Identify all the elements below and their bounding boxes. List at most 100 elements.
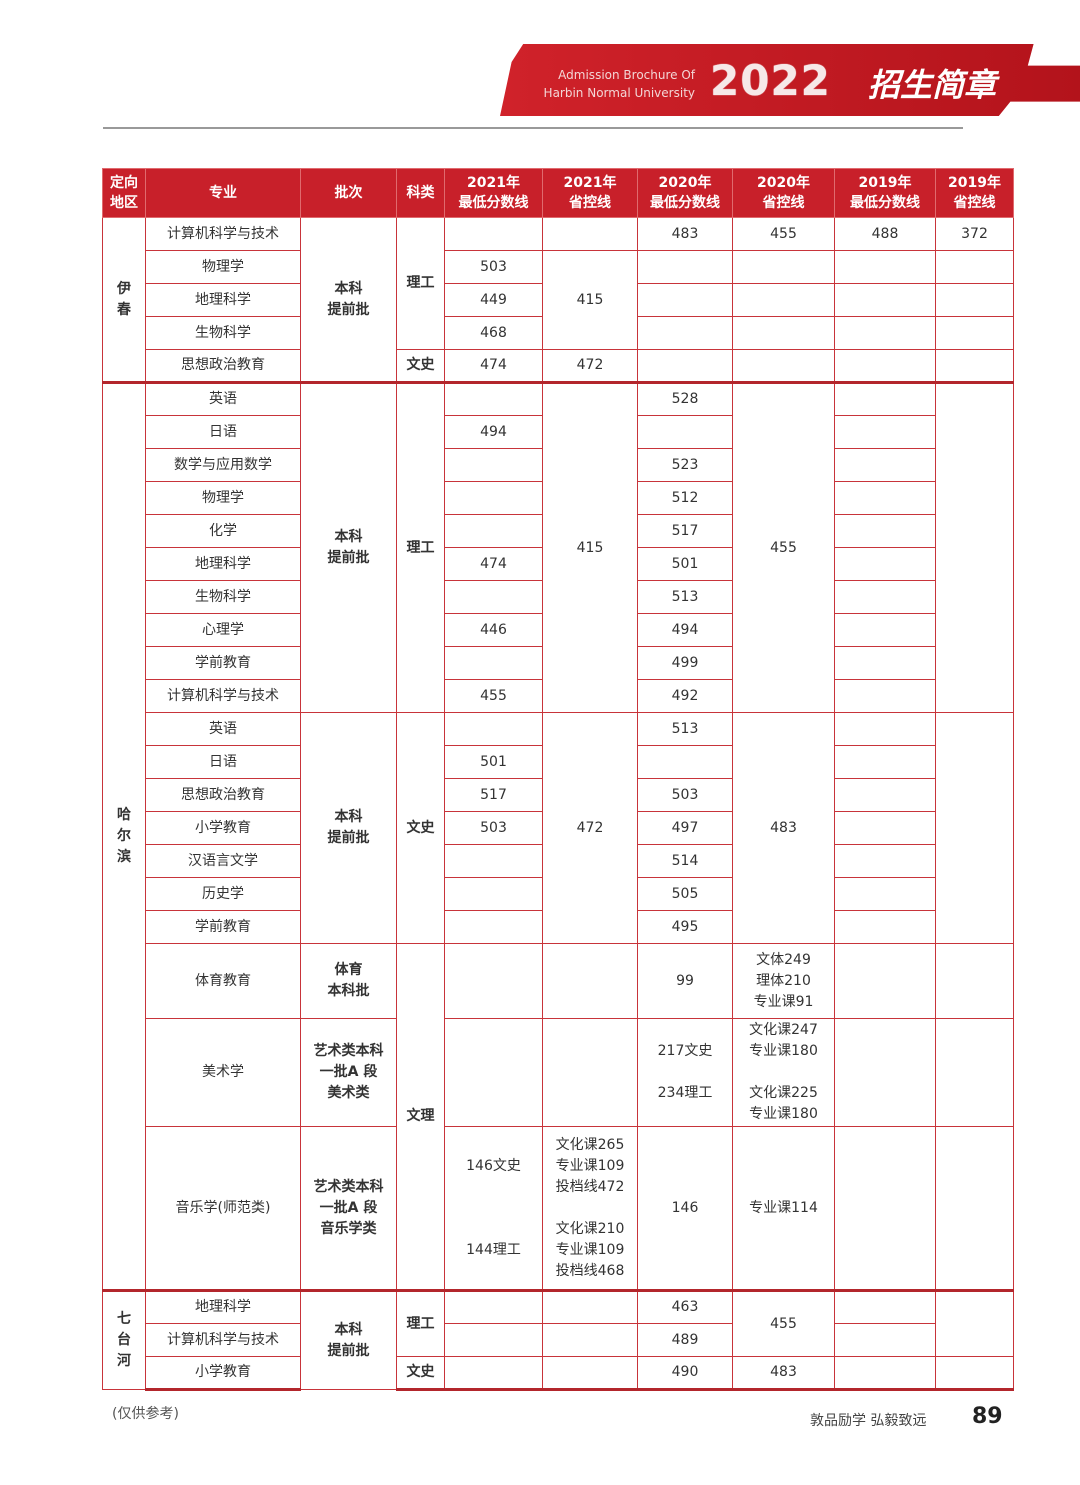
- ctrl2020-cell: 483: [732, 712, 835, 944]
- page-number: 89: [972, 1404, 1003, 1429]
- ctrl2020-cell: 专业课114: [732, 1126, 835, 1291]
- min2019-cell: [834, 844, 936, 878]
- min2019-cell: [834, 1323, 936, 1357]
- min2021-cell: 455: [444, 679, 543, 713]
- table-row: 生物科学 468: [103, 316, 1014, 350]
- min2020-cell: 217文史 234理工: [637, 1018, 733, 1127]
- min2021-cell: [444, 910, 543, 944]
- table-row: 美术学 艺术类本科 一批A 段 美术类 217文史 234理工 文化课247 专…: [103, 1018, 1014, 1127]
- category-cell: 文史: [396, 1356, 445, 1391]
- major-cell: 体育教育: [145, 943, 301, 1019]
- ctrl2019-cell: [935, 1289, 1014, 1357]
- min2019-cell: [834, 514, 936, 548]
- min2019-cell: [834, 481, 936, 515]
- min2021-cell: [444, 1323, 543, 1357]
- ctrl2020-cell: 文化课247 专业课180 文化课225 专业课180: [732, 1018, 835, 1127]
- min2021-cell: [444, 514, 543, 548]
- table-row: 哈 尔 滨 英语 本科 提前批 理工 415 528 455: [102, 381, 1014, 1291]
- min2021-cell: 468: [444, 316, 543, 350]
- batch-cell: 本科 提前批: [300, 217, 397, 383]
- ctrl2020-cell: 455: [732, 217, 835, 251]
- min2020-cell: 523: [637, 448, 733, 482]
- min2021-cell: [444, 1289, 543, 1324]
- ctrl2020-cell: 455: [732, 1289, 835, 1357]
- batch-cell: 本科 提前批: [300, 381, 397, 713]
- region-cell: 伊 春: [102, 217, 146, 383]
- min2020-cell: [637, 316, 733, 350]
- major-cell: 物理学: [145, 481, 301, 515]
- col-ctrl-2021: 2021年 省控线: [542, 168, 638, 218]
- min2020-cell: [637, 349, 733, 383]
- table-row: 数学与应用数学 523: [103, 448, 1014, 482]
- brochure-title: 招生简章: [868, 66, 997, 104]
- table-row: 物理学 512: [103, 481, 1014, 515]
- batch-cell: 艺术类本科 一批A 段 音乐学类: [300, 1126, 397, 1291]
- min2020-cell: 501: [637, 547, 733, 581]
- batch-cell: 体育 本科批: [300, 943, 397, 1019]
- ctrl2019-cell: [935, 381, 1014, 713]
- min2021-cell: [444, 1018, 543, 1127]
- min2021-cell: 146文史 144理工: [444, 1126, 543, 1291]
- table-row: 地理科学 474 501: [103, 547, 1014, 581]
- batch-cell: 本科 提前批: [300, 1289, 397, 1390]
- min2020-cell: [637, 283, 733, 317]
- ctrl2021-cell: 472: [542, 712, 638, 944]
- ctrl2020-cell: 483: [732, 1356, 835, 1391]
- major-cell: 汉语言文学: [145, 844, 301, 878]
- major-cell: 地理科学: [145, 547, 301, 581]
- ctrl2021-cell: 415: [542, 250, 638, 350]
- ctrl2020-cell: 455: [732, 381, 835, 713]
- ctrl2019-cell: [935, 250, 1014, 284]
- en-line-1: Admission Brochure Of: [558, 68, 695, 82]
- col-min-2020: 2020年 最低分数线: [637, 168, 733, 218]
- min2019-cell: [834, 679, 936, 713]
- major-cell: 地理科学: [145, 283, 301, 317]
- min2021-cell: 449: [444, 283, 543, 317]
- col-min-2019: 2019年 最低分数线: [834, 168, 936, 218]
- min2021-cell: [444, 217, 543, 251]
- min2020-cell: 490: [637, 1356, 733, 1391]
- min2021-cell: 503: [444, 250, 543, 284]
- ctrl2021-cell: [542, 1356, 638, 1391]
- min2021-cell: 474: [444, 547, 543, 581]
- table-row: 英语 本科 提前批 文史 472 513 483: [103, 712, 1014, 944]
- min2019-cell: [834, 613, 936, 647]
- ctrl2019-cell: [935, 712, 1014, 944]
- min2019-cell: [834, 811, 936, 845]
- major-cell: 计算机科学与技术: [145, 1323, 301, 1357]
- ctrl2019-cell: [935, 349, 1014, 383]
- category-cell: 理工: [396, 217, 445, 350]
- min2019-cell: [834, 712, 936, 746]
- min2020-cell: 494: [637, 613, 733, 647]
- col-region: 定向 地区: [102, 168, 146, 218]
- table-row: 伊 春 计算机科学与技术 本科 提前批 理工 483 455 488 372: [102, 217, 1014, 383]
- table-row: 计算机科学与技术 489: [103, 1323, 1014, 1357]
- ctrl2020-cell: [732, 316, 835, 350]
- min2020-cell: 517: [637, 514, 733, 548]
- min2019-cell: [834, 250, 936, 284]
- category-cell: 理工: [396, 381, 445, 713]
- min2020-cell: 463: [637, 1289, 733, 1324]
- ctrl2021-cell: 472: [542, 349, 638, 383]
- min2020-cell: 499: [637, 646, 733, 680]
- min2019-cell: [834, 1126, 936, 1291]
- min2020-cell: 513: [637, 580, 733, 614]
- table-row: 音乐学(师范类) 艺术类本科 一批A 段 音乐学类 146文史 144理工 文化…: [103, 1126, 1014, 1291]
- table-row: 心理学 446 494: [103, 613, 1014, 647]
- table-header: 定向 地区 专业 批次 科类 2021年 最低分数线 2021年 省控线 202…: [102, 168, 1014, 218]
- major-cell: 思想政治教育: [145, 349, 301, 383]
- ctrl2019-cell: 372: [935, 217, 1014, 251]
- major-cell: 英语: [145, 381, 301, 416]
- major-cell: 思想政治教育: [145, 778, 301, 812]
- reference-note: (仅供参考): [112, 1406, 179, 1422]
- batch-cell: 本科 提前批: [300, 712, 397, 944]
- ctrl2021-cell: [542, 943, 638, 1019]
- min2020-cell: 497: [637, 811, 733, 845]
- min2020-cell: 99: [637, 943, 733, 1019]
- min2019-cell: [834, 646, 936, 680]
- brochure-english-title: Admission Brochure Of Harbin Normal Unive…: [530, 66, 695, 102]
- col-ctrl-2019: 2019年 省控线: [935, 168, 1014, 218]
- min2020-cell: 513: [637, 712, 733, 746]
- major-cell: 数学与应用数学: [145, 448, 301, 482]
- major-cell: 历史学: [145, 877, 301, 911]
